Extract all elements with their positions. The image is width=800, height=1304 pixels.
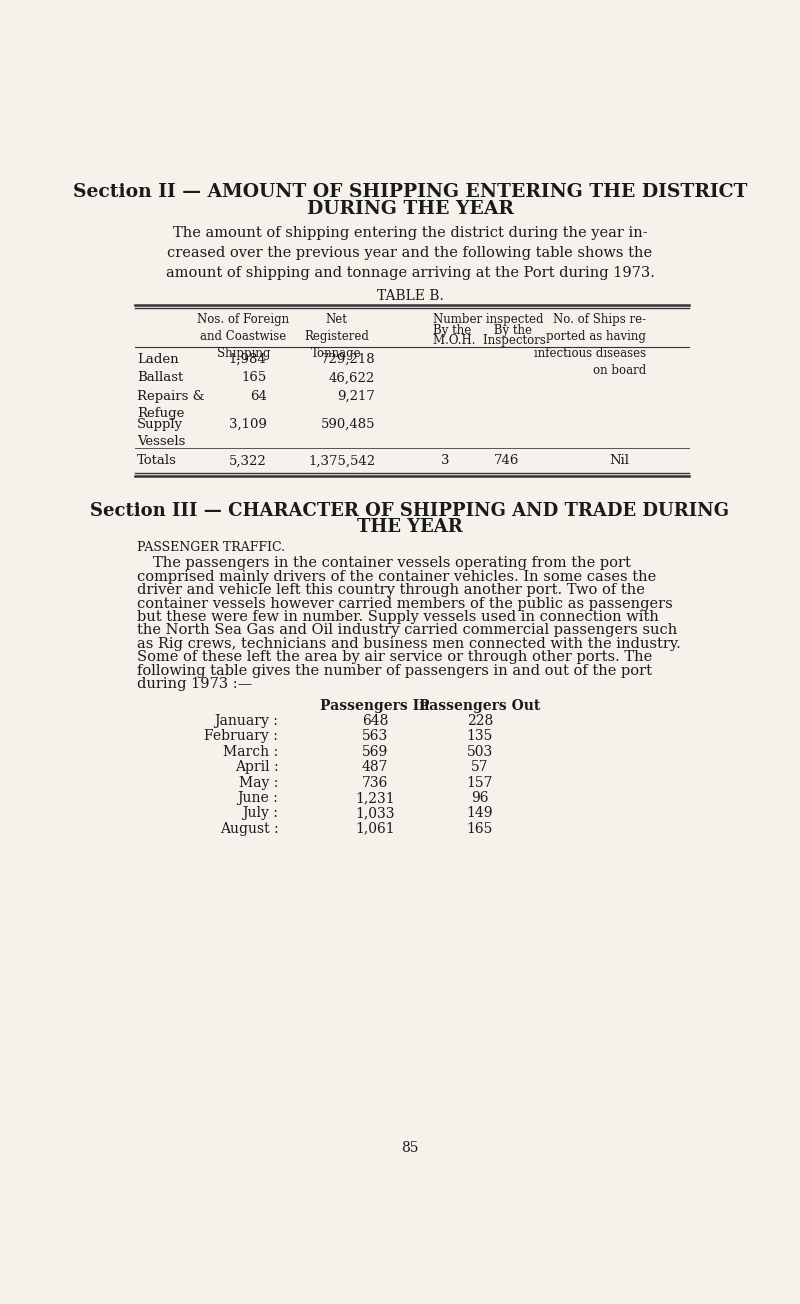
Text: 9,217: 9,217 [338, 390, 375, 403]
Text: Nos. of Foreign
and Coastwise
Shipping: Nos. of Foreign and Coastwise Shipping [198, 313, 290, 360]
Text: 165: 165 [466, 822, 493, 836]
Text: February :: February : [205, 729, 278, 743]
Text: driver and vehicle left this country through another port. Two of the: driver and vehicle left this country thr… [138, 583, 645, 597]
Text: The passengers in the container vessels operating from the port: The passengers in the container vessels … [153, 556, 630, 570]
Text: 64: 64 [250, 390, 266, 403]
Text: 1,375,542: 1,375,542 [308, 455, 375, 467]
Text: the North Sea Gas and Oil industry carried commercial passengers such: the North Sea Gas and Oil industry carri… [138, 623, 678, 638]
Text: Section II — AMOUNT OF SHIPPING ENTERING THE DISTRICT: Section II — AMOUNT OF SHIPPING ENTERING… [73, 184, 747, 201]
Text: Nil: Nil [610, 455, 630, 467]
Text: 57: 57 [471, 760, 489, 775]
Text: Net
Registered
Tonnage: Net Registered Tonnage [304, 313, 369, 360]
Text: Section III — CHARACTER OF SHIPPING AND TRADE DURING: Section III — CHARACTER OF SHIPPING AND … [90, 502, 730, 520]
Text: 149: 149 [466, 806, 493, 820]
Text: Totals: Totals [138, 455, 177, 467]
Text: Ballast: Ballast [138, 372, 183, 385]
Text: Some of these left the area by air service or through other ports. The: Some of these left the area by air servi… [138, 651, 653, 665]
Text: Repairs &
Refuge: Repairs & Refuge [138, 390, 205, 420]
Text: May :: May : [239, 776, 278, 789]
Text: 228: 228 [466, 715, 493, 728]
Text: 648: 648 [362, 715, 388, 728]
Text: 157: 157 [466, 776, 493, 789]
Text: 46,622: 46,622 [329, 372, 375, 385]
Text: 135: 135 [466, 729, 493, 743]
Text: 729,218: 729,218 [321, 353, 375, 366]
Text: as Rig crews, technicians and business men connected with the industry.: as Rig crews, technicians and business m… [138, 636, 681, 651]
Text: container vessels however carried members of the public as passengers: container vessels however carried member… [138, 596, 673, 610]
Text: Passengers Out: Passengers Out [419, 699, 540, 712]
Text: THE YEAR: THE YEAR [357, 518, 463, 536]
Text: comprised mainly drivers of the container vehicles. In some cases the: comprised mainly drivers of the containe… [138, 570, 657, 584]
Text: following table gives the number of passengers in and out of the port: following table gives the number of pass… [138, 664, 652, 678]
Text: Number inspected: Number inspected [434, 313, 544, 326]
Text: 1,061: 1,061 [355, 822, 395, 836]
Text: during 1973 :—: during 1973 :— [138, 677, 253, 691]
Text: April :: April : [234, 760, 278, 775]
Text: M.O.H.  Inspectors: M.O.H. Inspectors [434, 334, 546, 347]
Text: 487: 487 [362, 760, 388, 775]
Text: PASSENGER TRAFFIC.: PASSENGER TRAFFIC. [138, 541, 285, 554]
Text: 85: 85 [402, 1141, 418, 1154]
Text: By the      By the: By the By the [434, 323, 532, 336]
Text: but these were few in number. Supply vessels used in connection with: but these were few in number. Supply ves… [138, 610, 659, 625]
Text: January :: January : [214, 715, 278, 728]
Text: August :: August : [220, 822, 278, 836]
Text: TABLE B.: TABLE B. [377, 289, 443, 303]
Text: 1,231: 1,231 [355, 792, 395, 805]
Text: 503: 503 [466, 745, 493, 759]
Text: 746: 746 [494, 455, 519, 467]
Text: March :: March : [223, 745, 278, 759]
Text: No. of Ships re-
ported as having
infectious diseases
on board: No. of Ships re- ported as having infect… [534, 313, 646, 377]
Text: 3: 3 [441, 455, 449, 467]
Text: 5,322: 5,322 [229, 455, 266, 467]
Text: DURING THE YEAR: DURING THE YEAR [306, 200, 514, 218]
Text: Laden: Laden [138, 353, 179, 366]
Text: 563: 563 [362, 729, 388, 743]
Text: 96: 96 [471, 792, 489, 805]
Text: June :: June : [238, 792, 278, 805]
Text: 736: 736 [362, 776, 388, 789]
Text: 590,485: 590,485 [321, 417, 375, 430]
Text: 569: 569 [362, 745, 388, 759]
Text: July :: July : [242, 806, 278, 820]
Text: Passengers In: Passengers In [321, 699, 430, 712]
Text: 1,033: 1,033 [355, 806, 395, 820]
Text: 3,109: 3,109 [229, 417, 266, 430]
Text: The amount of shipping entering the district during the year in-
creased over th: The amount of shipping entering the dist… [166, 226, 654, 280]
Text: 165: 165 [242, 372, 266, 385]
Text: Supply
Vessels: Supply Vessels [138, 417, 186, 449]
Text: 1,984: 1,984 [229, 353, 266, 366]
